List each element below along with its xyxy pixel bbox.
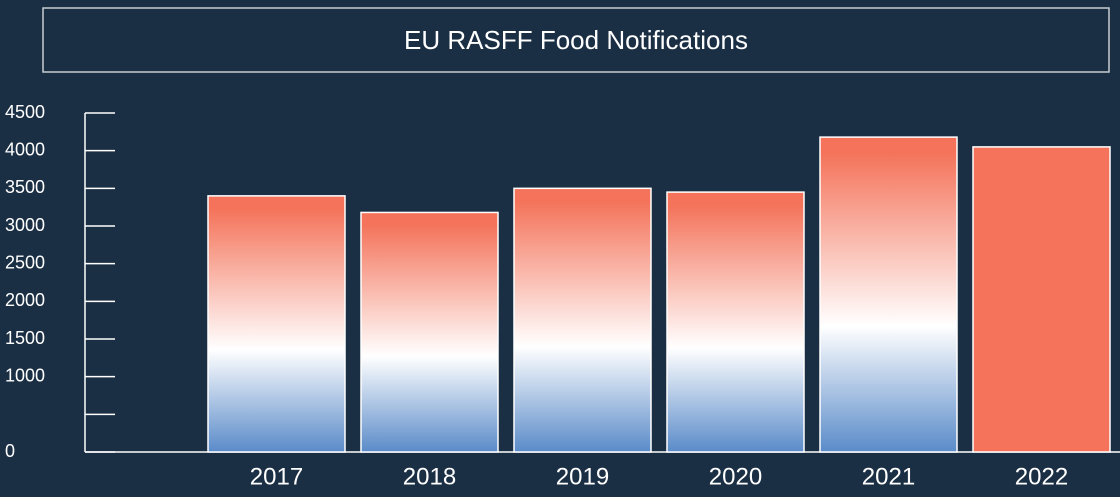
y-tick-label: 0 xyxy=(5,441,15,461)
x-tick-label: 2017 xyxy=(250,463,303,490)
y-tick-label: 1500 xyxy=(5,328,45,348)
x-tick-label: 2020 xyxy=(709,463,762,490)
y-tick-label: 2000 xyxy=(5,290,45,310)
bar xyxy=(207,195,346,453)
x-tick-label: 2019 xyxy=(556,463,609,490)
y-tick-label: 1000 xyxy=(5,365,45,385)
bar xyxy=(819,136,958,453)
bar xyxy=(513,187,652,453)
bar xyxy=(972,146,1111,453)
y-tick-label: 3000 xyxy=(5,215,45,235)
bar xyxy=(666,191,805,453)
x-tick-label: 2018 xyxy=(403,463,456,490)
y-tick-label: 4500 xyxy=(5,102,45,122)
x-tick-label: 2021 xyxy=(862,463,915,490)
x-tick-label: 2022 xyxy=(1015,463,1068,490)
y-tick-label: 2500 xyxy=(5,252,45,272)
y-tick-label: 3500 xyxy=(5,177,45,197)
chart-title: EU RASFF Food Notifications xyxy=(404,25,748,55)
bar xyxy=(360,211,499,453)
y-tick-label: 4000 xyxy=(5,139,45,159)
title-box xyxy=(42,7,1110,73)
